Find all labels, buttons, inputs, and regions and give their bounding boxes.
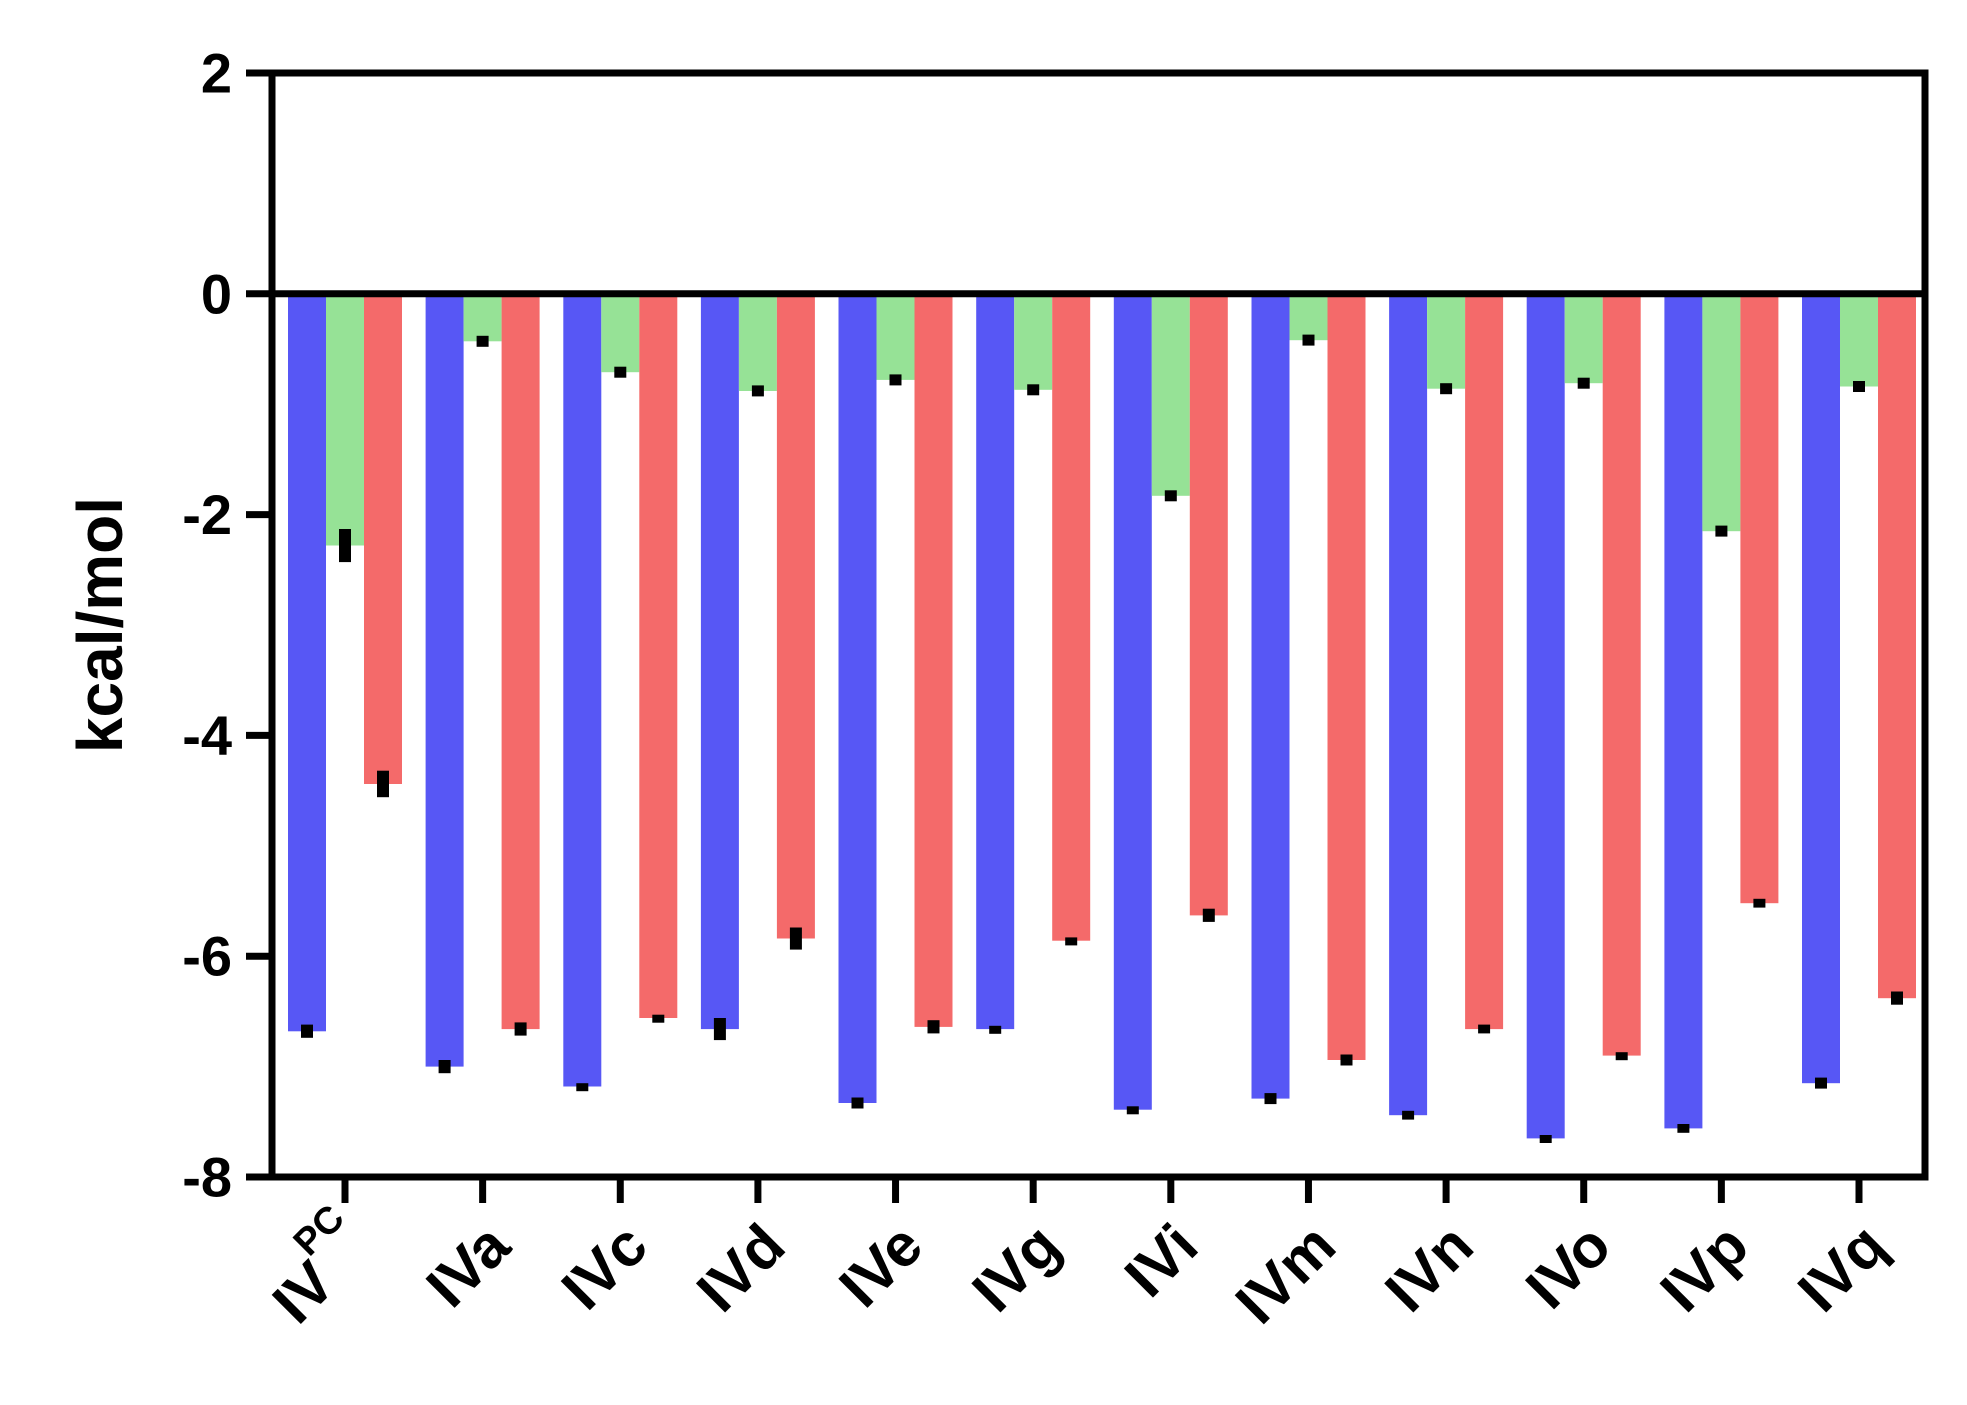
error-bar-1-2 bbox=[438, 1060, 451, 1074]
error-bars-layer bbox=[301, 334, 1903, 1143]
x-tick-label: IVp bbox=[1648, 1211, 1761, 1324]
error-bar-2-11 bbox=[1715, 525, 1728, 537]
bar-3-11 bbox=[1740, 293, 1779, 904]
x-tick-label: IVPC bbox=[246, 1197, 385, 1336]
error-bar-3-5 bbox=[927, 1020, 940, 1034]
error-bar-2-2 bbox=[476, 335, 489, 347]
error-bar-3-4 bbox=[789, 927, 802, 950]
bar-3-5 bbox=[914, 293, 953, 1027]
bar-2-2 bbox=[463, 293, 502, 342]
bar-2-3 bbox=[601, 293, 640, 373]
x-tick-label: IVd bbox=[684, 1211, 797, 1324]
error-bar-2-4 bbox=[751, 385, 764, 397]
bar-3-12 bbox=[1878, 293, 1916, 999]
error-bar-2-12 bbox=[1853, 381, 1865, 392]
error-bar-2-6 bbox=[1027, 384, 1040, 396]
x-tick-label: IVn bbox=[1372, 1211, 1485, 1324]
y-tick-label: -6 bbox=[182, 925, 232, 988]
x-tick-label: IVe bbox=[827, 1211, 936, 1320]
bar-1-8 bbox=[1251, 293, 1290, 1099]
bar-1-12 bbox=[1802, 293, 1840, 1084]
error-bar-2-1 bbox=[339, 529, 351, 563]
y-tick-label: 2 bbox=[201, 42, 232, 105]
bar-3-2 bbox=[501, 293, 540, 1030]
error-bar-3-2 bbox=[514, 1022, 527, 1036]
bar-2-5 bbox=[876, 293, 915, 380]
error-bar-1-5 bbox=[851, 1097, 864, 1109]
error-bar-1-10 bbox=[1539, 1135, 1552, 1143]
y-tick-label: -4 bbox=[182, 704, 232, 767]
error-bar-3-7 bbox=[1202, 908, 1215, 922]
bar-2-4 bbox=[738, 293, 777, 391]
x-tick-label: IVo bbox=[1513, 1211, 1623, 1321]
error-bar-3-3 bbox=[652, 1014, 665, 1023]
bar-1-4 bbox=[700, 293, 739, 1030]
error-bar-2-3 bbox=[614, 366, 627, 378]
bar-2-10 bbox=[1564, 293, 1603, 384]
error-bar-3-10 bbox=[1615, 1052, 1628, 1061]
bar-1-10 bbox=[1526, 293, 1565, 1139]
bar-2-6 bbox=[1014, 293, 1053, 390]
bar-3-9 bbox=[1465, 293, 1504, 1030]
error-bar-3-12 bbox=[1891, 991, 1903, 1005]
bar-3-10 bbox=[1602, 293, 1641, 1056]
error-bar-1-8 bbox=[1264, 1093, 1277, 1105]
bar-3-7 bbox=[1189, 293, 1228, 916]
error-bar-2-5 bbox=[889, 374, 902, 386]
error-bar-3-8 bbox=[1340, 1054, 1353, 1066]
y-tick-label: -2 bbox=[182, 483, 232, 546]
error-bar-3-11 bbox=[1753, 898, 1766, 908]
x-tick-label: IVa bbox=[414, 1211, 523, 1320]
error-bar-1-3 bbox=[576, 1083, 589, 1092]
bar-2-7 bbox=[1151, 293, 1190, 496]
bar-3-4 bbox=[776, 293, 815, 939]
error-bar-2-10 bbox=[1577, 377, 1590, 389]
plot-frame bbox=[268, 69, 1929, 1181]
bar-2-9 bbox=[1427, 293, 1466, 389]
bar-1-11 bbox=[1664, 293, 1703, 1129]
bar-2-12 bbox=[1840, 293, 1878, 387]
bar-2-11 bbox=[1702, 293, 1741, 532]
error-bar-3-6 bbox=[1065, 937, 1078, 946]
error-bar-1-7 bbox=[1126, 1106, 1139, 1115]
y-tick-label: -8 bbox=[182, 1146, 232, 1209]
error-bar-1-11 bbox=[1677, 1124, 1690, 1133]
bar-3-3 bbox=[639, 293, 678, 1018]
x-tick-label: IVc bbox=[549, 1211, 660, 1322]
x-tick-label: IVm bbox=[1223, 1211, 1348, 1336]
y-axis-label: kcal/mol bbox=[64, 497, 136, 753]
bar-1-1 bbox=[288, 293, 326, 1032]
bar-3-1 bbox=[364, 293, 402, 784]
x-tick-label: IVi bbox=[1112, 1211, 1210, 1309]
bar-3-8 bbox=[1327, 293, 1366, 1060]
error-bar-1-4 bbox=[713, 1018, 726, 1041]
x-tick-label: IVq bbox=[1785, 1211, 1898, 1324]
error-bar-2-8 bbox=[1302, 334, 1315, 346]
error-bar-1-9 bbox=[1402, 1110, 1415, 1120]
axes-layer bbox=[246, 69, 1929, 1203]
error-bar-1-6 bbox=[989, 1025, 1002, 1034]
bar-2-1 bbox=[326, 293, 364, 546]
bar-1-6 bbox=[976, 293, 1015, 1030]
bar-1-3 bbox=[563, 293, 602, 1087]
bar-1-5 bbox=[838, 293, 877, 1103]
error-bar-2-9 bbox=[1440, 383, 1453, 395]
x-tick-label: IVg bbox=[960, 1211, 1073, 1324]
bars-layer bbox=[288, 293, 1916, 1139]
bar-1-7 bbox=[1113, 293, 1152, 1110]
bar-2-8 bbox=[1289, 293, 1328, 341]
error-bar-2-7 bbox=[1164, 490, 1177, 502]
error-bar-1-1 bbox=[301, 1024, 313, 1038]
y-tick-label: 0 bbox=[201, 262, 232, 325]
bar-1-9 bbox=[1389, 293, 1428, 1116]
bar-3-6 bbox=[1052, 293, 1091, 941]
error-bar-1-12 bbox=[1815, 1077, 1827, 1089]
error-bar-3-1 bbox=[377, 770, 389, 798]
error-bar-3-9 bbox=[1478, 1024, 1491, 1034]
bar-1-2 bbox=[425, 293, 464, 1067]
